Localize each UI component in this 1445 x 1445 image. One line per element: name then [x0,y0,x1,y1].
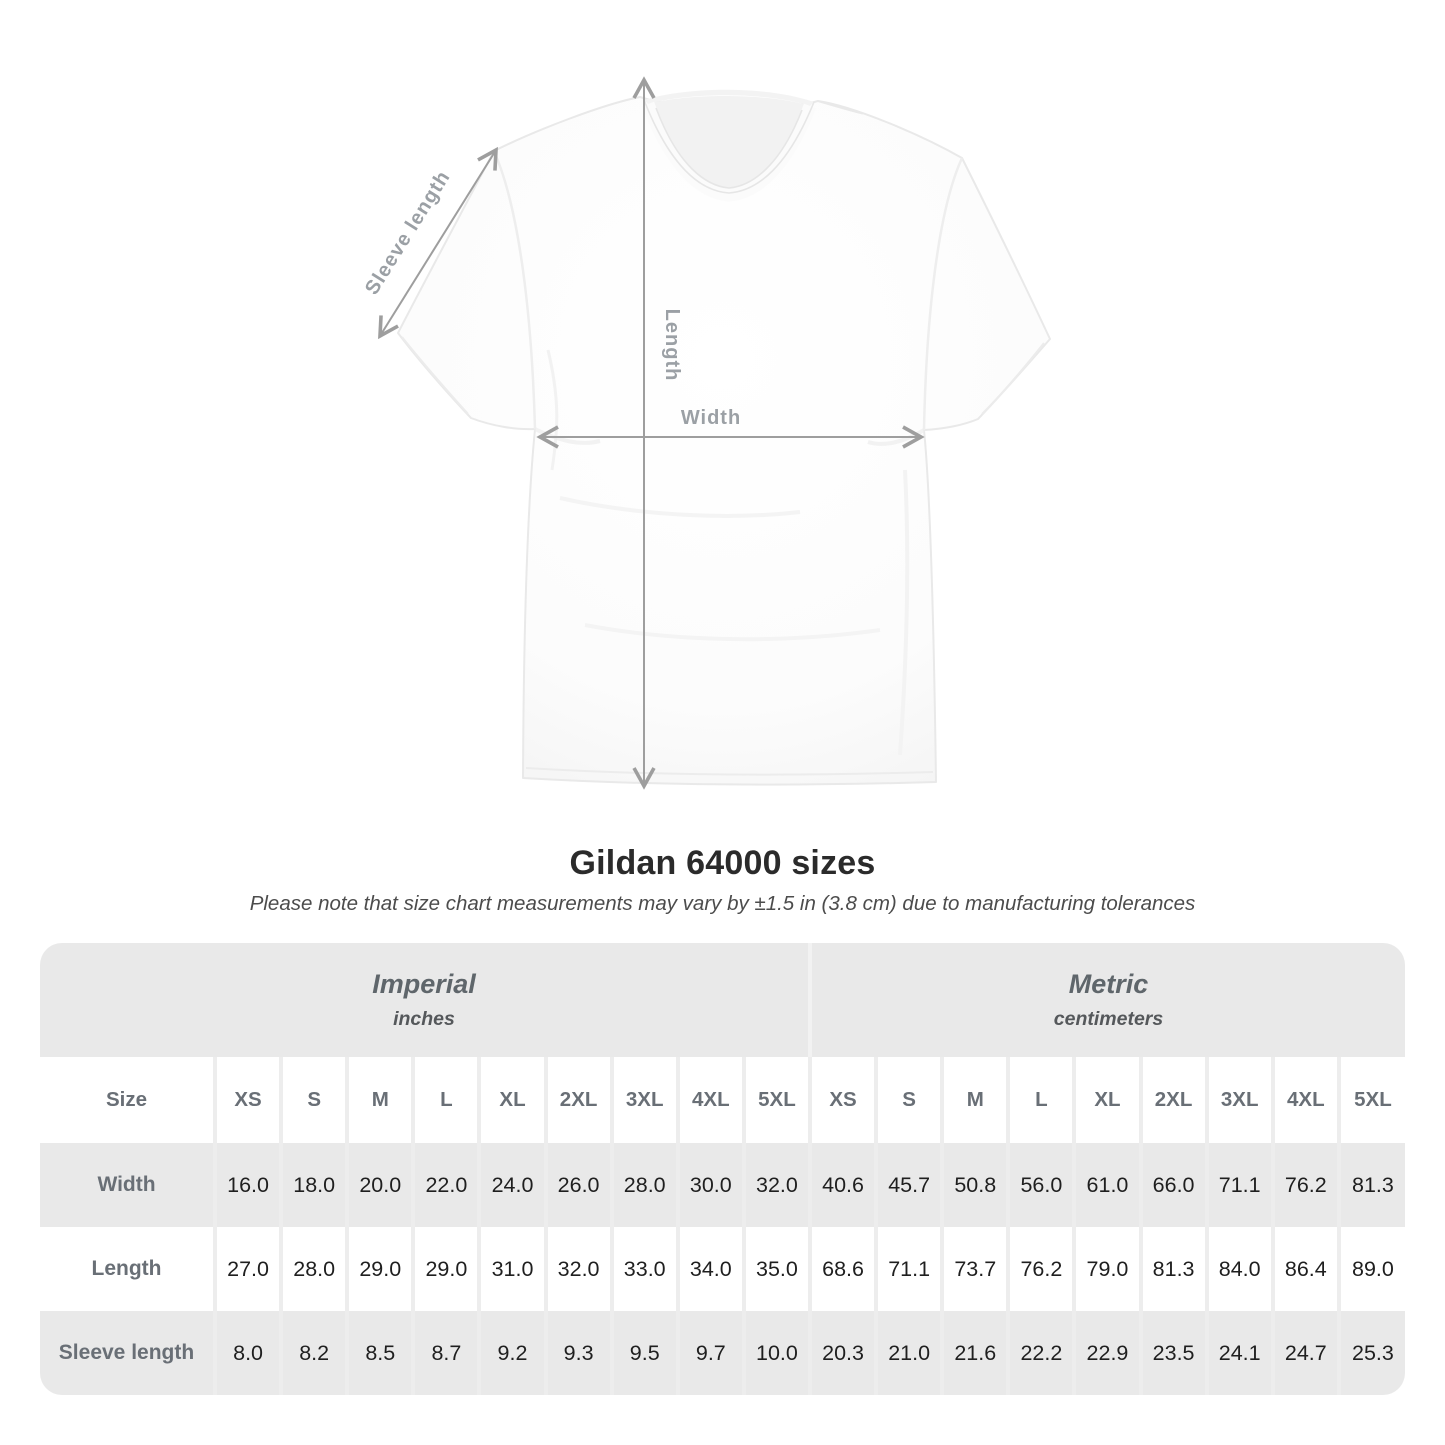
size-chart-table-container: Imperial inches Metric centimeters Size … [40,943,1405,1395]
measurement-value: 21.0 [874,1311,943,1395]
measurement-value: 79.0 [1072,1227,1141,1311]
measurement-value: 20.3 [807,1311,877,1395]
measurement-value: 22.2 [1006,1311,1075,1395]
measurement-value: 21.6 [940,1311,1009,1395]
measurement-value: 22.9 [1072,1311,1141,1395]
measurement-row-sleeve-length: Sleeve length 8.0 8.2 8.5 8.7 9.2 9.3 9.5 9.7 10.… [40,1311,1405,1395]
measurement-value: 24.7 [1270,1311,1339,1395]
measurement-value: 32.0 [543,1227,612,1311]
measurement-value: 56.0 [1006,1143,1075,1227]
measurement-value: 8.5 [345,1311,414,1395]
row-label-width: Width [40,1143,215,1227]
measurement-row-length: Length 27.0 28.0 29.0 29.0 31.0 32.0 33.0 34.0 35… [40,1227,1405,1311]
measurement-value: 22.0 [411,1143,480,1227]
metric-group-header: Metric centimeters [807,943,1405,1057]
measurement-value: 25.3 [1336,1311,1405,1395]
measurement-value: 8.7 [411,1311,480,1395]
measurement-value: 9.5 [609,1311,678,1395]
measurement-value: 68.6 [807,1227,877,1311]
size-header-metric-l: L [1006,1057,1075,1143]
measurement-value: 8.2 [279,1311,348,1395]
measurement-value: 23.5 [1138,1311,1207,1395]
size-header-metric-3xl: 3XL [1204,1057,1273,1143]
size-chart-table: Imperial inches Metric centimeters Size … [40,943,1405,1395]
size-header-metric-5xl: 5XL [1336,1057,1405,1143]
size-header-imperial-xl: XL [477,1057,546,1143]
measurement-value: 34.0 [675,1227,744,1311]
tolerance-note: Please note that size chart measurements… [249,892,1196,915]
size-header-imperial-4xl: 4XL [675,1057,744,1143]
size-header-imperial-2xl: 2XL [543,1057,612,1143]
size-header-metric-2xl: 2XL [1138,1057,1207,1143]
measurement-value: 9.2 [477,1311,546,1395]
measurement-value: 40.6 [807,1143,877,1227]
width-label: Width [681,407,741,429]
measurement-value: 24.1 [1204,1311,1273,1395]
sleeve-length-arrow [378,146,498,340]
imperial-group-header: Imperial inches [40,943,810,1057]
measurement-row-width: Width 16.0 18.0 20.0 22.0 24.0 26.0 28.0 30.0 32.… [40,1143,1405,1227]
measurement-value: 35.0 [741,1227,810,1311]
measurement-value: 33.0 [609,1227,678,1311]
measurement-value: 76.2 [1270,1143,1339,1227]
metric-label: Metric [1068,969,1149,999]
length-label: Length [661,309,683,382]
row-label-length: Length [40,1227,215,1311]
measurement-value: 71.1 [1204,1143,1273,1227]
measurement-value: 10.0 [741,1311,810,1395]
measurement-value: 71.1 [874,1227,943,1311]
measurement-value: 18.0 [279,1143,348,1227]
tshirt-image: Sleeve length Length Width [361,76,1051,790]
size-header-metric-xs: XS [807,1057,877,1143]
measurement-value: 20.0 [345,1143,414,1227]
measurement-value: 9.3 [543,1311,612,1395]
size-column-header: Size [40,1057,215,1143]
measurement-value: 66.0 [1138,1143,1207,1227]
imperial-label: Imperial [372,969,476,999]
measurement-value: 45.7 [874,1143,943,1227]
measurement-arrows [378,76,925,790]
imperial-unit: inches [393,1008,455,1030]
measurement-value: 32.0 [741,1143,810,1227]
size-header-imperial-3xl: 3XL [609,1057,678,1143]
measurement-value: 16.0 [212,1143,282,1227]
measurement-value: 73.7 [940,1227,1009,1311]
measurement-value: 31.0 [477,1227,546,1311]
measurement-value: 29.0 [411,1227,480,1311]
size-header-imperial-l: L [411,1057,480,1143]
measurement-value: 81.3 [1336,1143,1405,1227]
size-header-imperial-5xl: 5XL [741,1057,810,1143]
measurement-value: 50.8 [940,1143,1009,1227]
measurement-value: 26.0 [543,1143,612,1227]
metric-unit: centimeters [1053,1008,1164,1030]
shirt-diagram: Sleeve length Length Width [361,76,1051,790]
measurement-value: 8.0 [212,1311,282,1395]
measurement-value: 24.0 [477,1143,546,1227]
size-header-imperial-xs: XS [212,1057,282,1143]
measurement-value: 76.2 [1006,1227,1075,1311]
size-header-metric-m: M [940,1057,1009,1143]
measurement-value: 86.4 [1270,1227,1339,1311]
size-header-metric-xl: XL [1072,1057,1141,1143]
size-header-imperial-s: S [279,1057,348,1143]
size-header-row: Size XS S M L XL 2XL 3XL 4XL 5XL XS S M L XL 2XL 3XL 4XL… [40,1057,1405,1143]
measurement-value: 81.3 [1138,1227,1207,1311]
size-header-imperial-m: M [345,1057,414,1143]
measurement-value: 61.0 [1072,1143,1141,1227]
size-header-metric-s: S [874,1057,943,1143]
page-title: Gildan 64000 sizes [569,844,876,882]
measurement-value: 28.0 [609,1143,678,1227]
unit-group-row: Imperial inches Metric centimeters [40,943,1405,1057]
measurement-value: 27.0 [212,1227,282,1311]
measurement-value: 89.0 [1336,1227,1405,1311]
row-label-sleeve-length: Sleeve length [40,1311,215,1395]
size-header-metric-4xl: 4XL [1270,1057,1339,1143]
measurement-value: 84.0 [1204,1227,1273,1311]
measurement-value: 29.0 [345,1227,414,1311]
measurement-value: 30.0 [675,1143,744,1227]
measurement-value: 28.0 [279,1227,348,1311]
measurement-value: 9.7 [675,1311,744,1395]
